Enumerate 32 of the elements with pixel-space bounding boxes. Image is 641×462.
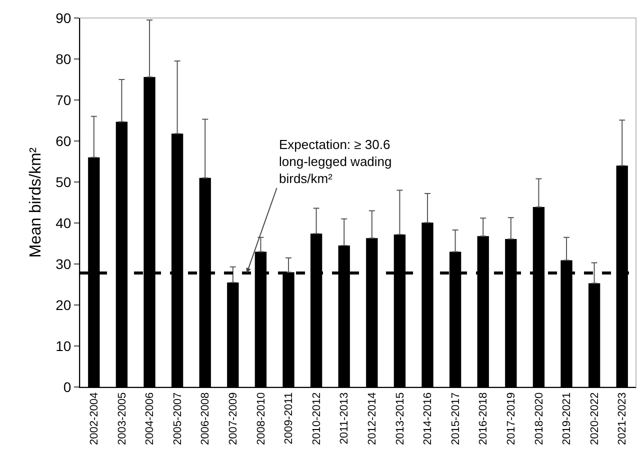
y-tick-label: 40 <box>56 214 72 231</box>
x-tick-label: 2005-2007 <box>172 392 184 446</box>
x-tick-label: 2021-2023 <box>616 392 629 446</box>
y-tick-label: 70 <box>56 92 72 108</box>
x-tick-label: 2012-2014 <box>366 392 378 446</box>
y-tick-label: 90 <box>56 10 72 26</box>
x-tick-label: 2003-2005 <box>116 392 128 446</box>
ref-line-label: Expectation: ≥ 30.6 long-legged wading birds/km² <box>279 137 392 186</box>
x-tick-label: 2013-2015 <box>394 392 406 446</box>
x-tick-label: 2004-2006 <box>144 392 156 446</box>
y-tick-label: 0 <box>63 378 72 395</box>
x-tick-label: 2018-2020 <box>533 392 546 446</box>
x-tick-label: 2007-2009 <box>227 392 240 446</box>
x-tick-label: 2009-2011 <box>283 392 296 444</box>
x-tick-label: 2010-2012 <box>310 392 323 446</box>
x-tick-label: 2008-2010 <box>255 392 268 446</box>
x-tick-label: 2006-2008 <box>200 392 212 446</box>
y-tick-label: 50 <box>56 174 72 190</box>
y-tick-label: 80 <box>56 50 72 67</box>
y-axis-title: Mean birds/km² <box>28 146 45 258</box>
x-tick-label: 2011-2013 <box>338 392 351 444</box>
y-tick-label: 60 <box>56 132 72 149</box>
x-tick-label: 2017-2019 <box>505 392 518 446</box>
x-tick-label: 2002-2004 <box>88 392 100 446</box>
y-tick-label: 30 <box>56 256 72 272</box>
x-tick-label: 2016-2018 <box>478 392 490 446</box>
x-tick-label: 2020-2022 <box>588 392 601 446</box>
y-tick-label: 20 <box>56 296 72 313</box>
x-tick-label: 2015-2017 <box>450 392 462 446</box>
x-tick-label: 2014-2016 <box>422 392 434 446</box>
x-tick-label: 2019-2021 <box>561 392 574 446</box>
y-tick-label: 10 <box>56 338 72 354</box>
